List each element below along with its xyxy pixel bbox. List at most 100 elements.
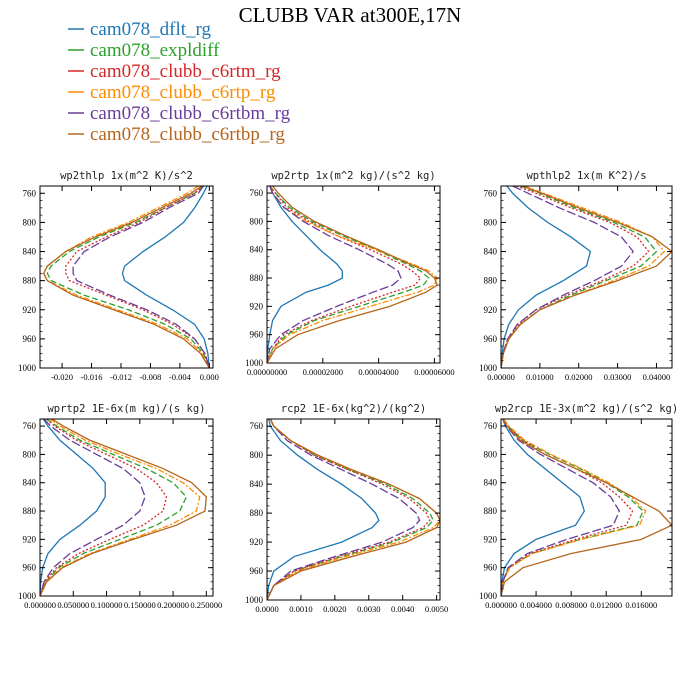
y-tick-label: 920 — [484, 534, 498, 544]
x-tick-label: -0.016 — [81, 372, 103, 382]
x-tick-label: 0.0020 — [323, 604, 346, 614]
x-tick-label: 0.250000 — [190, 600, 222, 610]
y-tick-label: 760 — [250, 421, 264, 431]
series-line — [501, 419, 621, 596]
x-tick-label: 0.0040 — [391, 604, 414, 614]
series-group — [42, 186, 210, 368]
x-tick-label: -0.020 — [51, 372, 73, 382]
chart-panel: wp2thlp 1x(m^2 K)/s^2 760 800 840 880 920 960 1… — [18, 170, 219, 382]
legend: cam078_dflt_rgcam078_expldiffcam078_club… — [68, 19, 291, 145]
y-tick-label: 880 — [250, 273, 264, 283]
series-line — [267, 419, 421, 600]
x-tick-label: 0.200000 — [157, 600, 189, 610]
legend-label: cam078_clubb_c6rtm_rg — [90, 61, 281, 82]
chart-panel: wp2rtp 1x(m^2 kg)/(s^2 kg) 760 800 840 880 92… — [245, 170, 455, 377]
y-tick-label: 1000 — [479, 363, 498, 373]
y-tick-label: 800 — [250, 450, 264, 460]
x-tick-label: 0.050000 — [57, 600, 89, 610]
series-line — [40, 419, 106, 596]
chart-panel: wpthlp2 1x(m K^2)/s 760 800 840 880 920 960 100… — [479, 170, 673, 382]
chart-panel: wp2rcp 1E-3x(m^2 kg)/(s^2 kg) 760 800 840 88… — [479, 403, 678, 610]
x-tick-label: 0.03000 — [604, 372, 632, 382]
x-tick-label: 0.0030 — [357, 604, 380, 614]
series-line — [501, 419, 647, 596]
x-tick-label: 0.0000 — [255, 604, 278, 614]
y-tick-label: 920 — [250, 301, 264, 311]
x-tick-label: 0.0050 — [425, 604, 448, 614]
series-line — [501, 186, 592, 368]
series-line — [42, 186, 210, 368]
series-line — [65, 186, 210, 368]
series-line — [267, 186, 438, 363]
y-tick-label: 1000 — [18, 591, 37, 601]
y-tick-label: 840 — [250, 245, 264, 255]
y-tick-label: 760 — [484, 188, 498, 198]
chart-panel: rcp2 1E-6x(kg^2)/(kg^2) 760 800 840 880 920 96… — [245, 403, 448, 614]
y-tick-label: 960 — [484, 334, 498, 344]
x-tick-label: 0.01000 — [526, 372, 554, 382]
x-tick-label: 0.00002000 — [303, 367, 343, 377]
legend-label: cam078_dflt_rg — [90, 19, 212, 40]
y-tick-label: 880 — [484, 506, 498, 516]
y-tick-label: 920 — [23, 534, 37, 544]
legend-entry: cam078_dflt_rg — [68, 19, 212, 40]
series-line — [42, 186, 210, 368]
chart-panel: wprtp2 1E-6x(m kg)/(s kg) 760 800 840 880 920… — [18, 403, 222, 610]
plot-frame — [500, 418, 673, 597]
series-line — [501, 186, 672, 368]
series-line — [267, 186, 422, 363]
legend-entry: cam078_clubb_c6rtbp_rg — [68, 124, 285, 145]
y-tick-label: 880 — [23, 276, 37, 286]
panel-title: wp2thlp 1x(m^2 K)/s^2 — [60, 170, 193, 182]
series-group — [267, 186, 439, 363]
y-tick-label: 760 — [250, 188, 264, 198]
y-tick-label: 800 — [484, 217, 498, 227]
x-tick-label: 0.000 — [200, 372, 219, 382]
legend-entry: cam078_clubb_c6rtbm_rg — [68, 103, 291, 124]
y-tick-label: 1000 — [18, 363, 37, 373]
x-tick-label: 0.02000 — [565, 372, 593, 382]
y-tick-label: 920 — [250, 537, 264, 547]
series-line — [267, 419, 380, 600]
x-tick-label: 0.00006000 — [414, 367, 454, 377]
y-tick-label: 960 — [23, 334, 37, 344]
legend-entry: cam078_clubb_c6rtp_rg — [68, 82, 276, 103]
panel-title: wprtp2 1E-6x(m kg)/(s kg) — [47, 403, 205, 415]
x-tick-label: 0.00000000 — [247, 367, 287, 377]
series-line — [501, 186, 650, 368]
y-tick-label: 840 — [484, 478, 498, 488]
series-line — [267, 186, 430, 363]
x-tick-label: 0.016000 — [625, 600, 657, 610]
y-tick-label: 880 — [23, 506, 37, 516]
x-tick-label: 0.100000 — [91, 600, 123, 610]
x-tick-label: -0.012 — [110, 372, 132, 382]
series-line — [501, 419, 586, 596]
x-tick-label: 0.004000 — [520, 600, 552, 610]
figure-title: CLUBB VAR at300E,17N — [239, 3, 462, 27]
series-line — [267, 186, 402, 363]
y-tick-label: 840 — [23, 478, 37, 488]
legend-label: cam078_expldiff — [90, 40, 220, 61]
y-tick-label: 920 — [484, 305, 498, 315]
x-tick-label: 0.00000 — [487, 372, 515, 382]
plot-frame — [39, 185, 214, 369]
y-tick-label: 760 — [484, 421, 498, 431]
series-line — [40, 419, 168, 596]
series-group — [501, 186, 672, 368]
y-tick-label: 840 — [484, 247, 498, 257]
legend-label: cam078_clubb_c6rtbp_rg — [90, 124, 285, 145]
plot-frame — [39, 418, 214, 597]
series-line — [501, 186, 666, 368]
panel-title: wp2rtp 1x(m^2 kg)/(s^2 kg) — [271, 170, 435, 182]
series-line — [40, 419, 208, 596]
y-tick-label: 800 — [23, 217, 37, 227]
y-tick-label: 800 — [250, 216, 264, 226]
x-tick-label: 0.000000 — [485, 600, 517, 610]
y-tick-label: 920 — [23, 305, 37, 315]
plot-frame — [500, 185, 673, 369]
y-tick-label: 1000 — [245, 595, 264, 605]
panel-title: wpthlp2 1x(m K^2)/s — [526, 170, 646, 182]
y-tick-label: 800 — [484, 449, 498, 459]
series-line — [46, 186, 210, 368]
